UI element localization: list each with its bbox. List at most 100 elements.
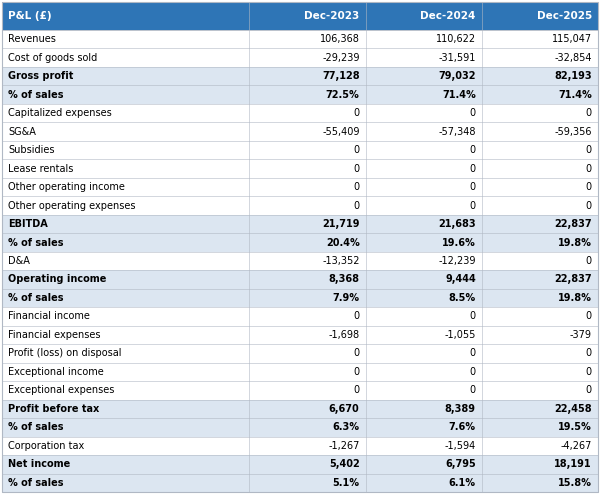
Text: Profit (loss) on disposal: Profit (loss) on disposal <box>8 349 121 359</box>
Bar <box>2 289 598 307</box>
Bar <box>2 344 598 363</box>
Text: 0: 0 <box>470 163 476 174</box>
Text: 9,444: 9,444 <box>445 275 476 285</box>
Text: -32,854: -32,854 <box>554 53 592 63</box>
Text: -379: -379 <box>570 330 592 340</box>
Text: 21,719: 21,719 <box>322 219 359 229</box>
Text: 22,458: 22,458 <box>554 404 592 414</box>
Text: 18,191: 18,191 <box>554 459 592 469</box>
Text: % of sales: % of sales <box>8 478 64 488</box>
Text: 6,670: 6,670 <box>329 404 359 414</box>
Text: 72.5%: 72.5% <box>326 90 359 100</box>
Text: 0: 0 <box>586 163 592 174</box>
Bar <box>2 437 598 455</box>
Text: 22,837: 22,837 <box>554 219 592 229</box>
Text: -29,239: -29,239 <box>322 53 359 63</box>
Text: 0: 0 <box>353 349 359 359</box>
Text: Dec-2025: Dec-2025 <box>537 11 592 21</box>
Text: Capitalized expenses: Capitalized expenses <box>8 108 112 118</box>
Text: Financial income: Financial income <box>8 311 90 321</box>
Text: 77,128: 77,128 <box>322 71 359 81</box>
Text: 0: 0 <box>586 349 592 359</box>
Text: 19.5%: 19.5% <box>558 423 592 432</box>
Text: 0: 0 <box>470 311 476 321</box>
Text: 8,389: 8,389 <box>445 404 476 414</box>
Text: 115,047: 115,047 <box>552 34 592 44</box>
Bar <box>2 252 598 270</box>
Text: 19.8%: 19.8% <box>558 293 592 303</box>
Text: 0: 0 <box>353 163 359 174</box>
Text: 20.4%: 20.4% <box>326 237 359 247</box>
Text: Cost of goods sold: Cost of goods sold <box>8 53 97 63</box>
Text: -31,591: -31,591 <box>439 53 476 63</box>
Text: Dec-2024: Dec-2024 <box>421 11 476 21</box>
Text: -59,356: -59,356 <box>554 127 592 137</box>
Text: Exceptional expenses: Exceptional expenses <box>8 385 115 395</box>
Text: % of sales: % of sales <box>8 293 64 303</box>
Text: -57,348: -57,348 <box>438 127 476 137</box>
Text: 0: 0 <box>586 108 592 118</box>
Bar <box>2 141 598 159</box>
Text: 0: 0 <box>586 367 592 377</box>
Text: -13,352: -13,352 <box>322 256 359 266</box>
Text: -1,698: -1,698 <box>328 330 359 340</box>
Bar <box>2 2 598 30</box>
Text: 15.8%: 15.8% <box>558 478 592 488</box>
Bar <box>2 104 598 122</box>
Text: Dec-2023: Dec-2023 <box>304 11 359 21</box>
Text: 0: 0 <box>470 182 476 192</box>
Bar <box>2 215 598 233</box>
Text: -4,267: -4,267 <box>560 441 592 451</box>
Bar <box>2 473 598 492</box>
Text: 79,032: 79,032 <box>438 71 476 81</box>
Text: Subsidies: Subsidies <box>8 145 55 155</box>
Text: -1,267: -1,267 <box>328 441 359 451</box>
Text: 7.6%: 7.6% <box>449 423 476 432</box>
Text: -1,055: -1,055 <box>445 330 476 340</box>
Text: Operating income: Operating income <box>8 275 106 285</box>
Text: 21,683: 21,683 <box>438 219 476 229</box>
Text: 0: 0 <box>470 349 476 359</box>
Text: D&A: D&A <box>8 256 30 266</box>
Text: 19.6%: 19.6% <box>442 237 476 247</box>
Bar <box>2 363 598 381</box>
Text: -55,409: -55,409 <box>322 127 359 137</box>
Bar <box>2 178 598 196</box>
Text: 6.1%: 6.1% <box>449 478 476 488</box>
Text: 71.4%: 71.4% <box>442 90 476 100</box>
Text: Other operating expenses: Other operating expenses <box>8 201 136 211</box>
Text: 82,193: 82,193 <box>554 71 592 81</box>
Text: Financial expenses: Financial expenses <box>8 330 101 340</box>
Text: % of sales: % of sales <box>8 423 64 432</box>
Text: 0: 0 <box>353 201 359 211</box>
Text: Other operating income: Other operating income <box>8 182 125 192</box>
Bar <box>2 233 598 252</box>
Bar <box>2 67 598 86</box>
Text: 0: 0 <box>470 385 476 395</box>
Text: 7.9%: 7.9% <box>332 293 359 303</box>
Text: 19.8%: 19.8% <box>558 237 592 247</box>
Bar <box>2 399 598 418</box>
Text: -12,239: -12,239 <box>438 256 476 266</box>
Text: 22,837: 22,837 <box>554 275 592 285</box>
Text: 6,795: 6,795 <box>445 459 476 469</box>
Text: 0: 0 <box>353 311 359 321</box>
Bar <box>2 86 598 104</box>
Text: 5,402: 5,402 <box>329 459 359 469</box>
Bar <box>2 196 598 215</box>
Bar <box>2 48 598 67</box>
Text: 0: 0 <box>470 108 476 118</box>
Text: 0: 0 <box>353 367 359 377</box>
Text: 0: 0 <box>353 182 359 192</box>
Bar <box>2 418 598 437</box>
Text: 0: 0 <box>586 201 592 211</box>
Text: 106,368: 106,368 <box>320 34 359 44</box>
Text: EBITDA: EBITDA <box>8 219 48 229</box>
Text: Net income: Net income <box>8 459 70 469</box>
Text: 0: 0 <box>470 201 476 211</box>
Bar <box>2 159 598 178</box>
Bar <box>2 307 598 325</box>
Text: Profit before tax: Profit before tax <box>8 404 99 414</box>
Text: 110,622: 110,622 <box>436 34 476 44</box>
Text: SG&A: SG&A <box>8 127 36 137</box>
